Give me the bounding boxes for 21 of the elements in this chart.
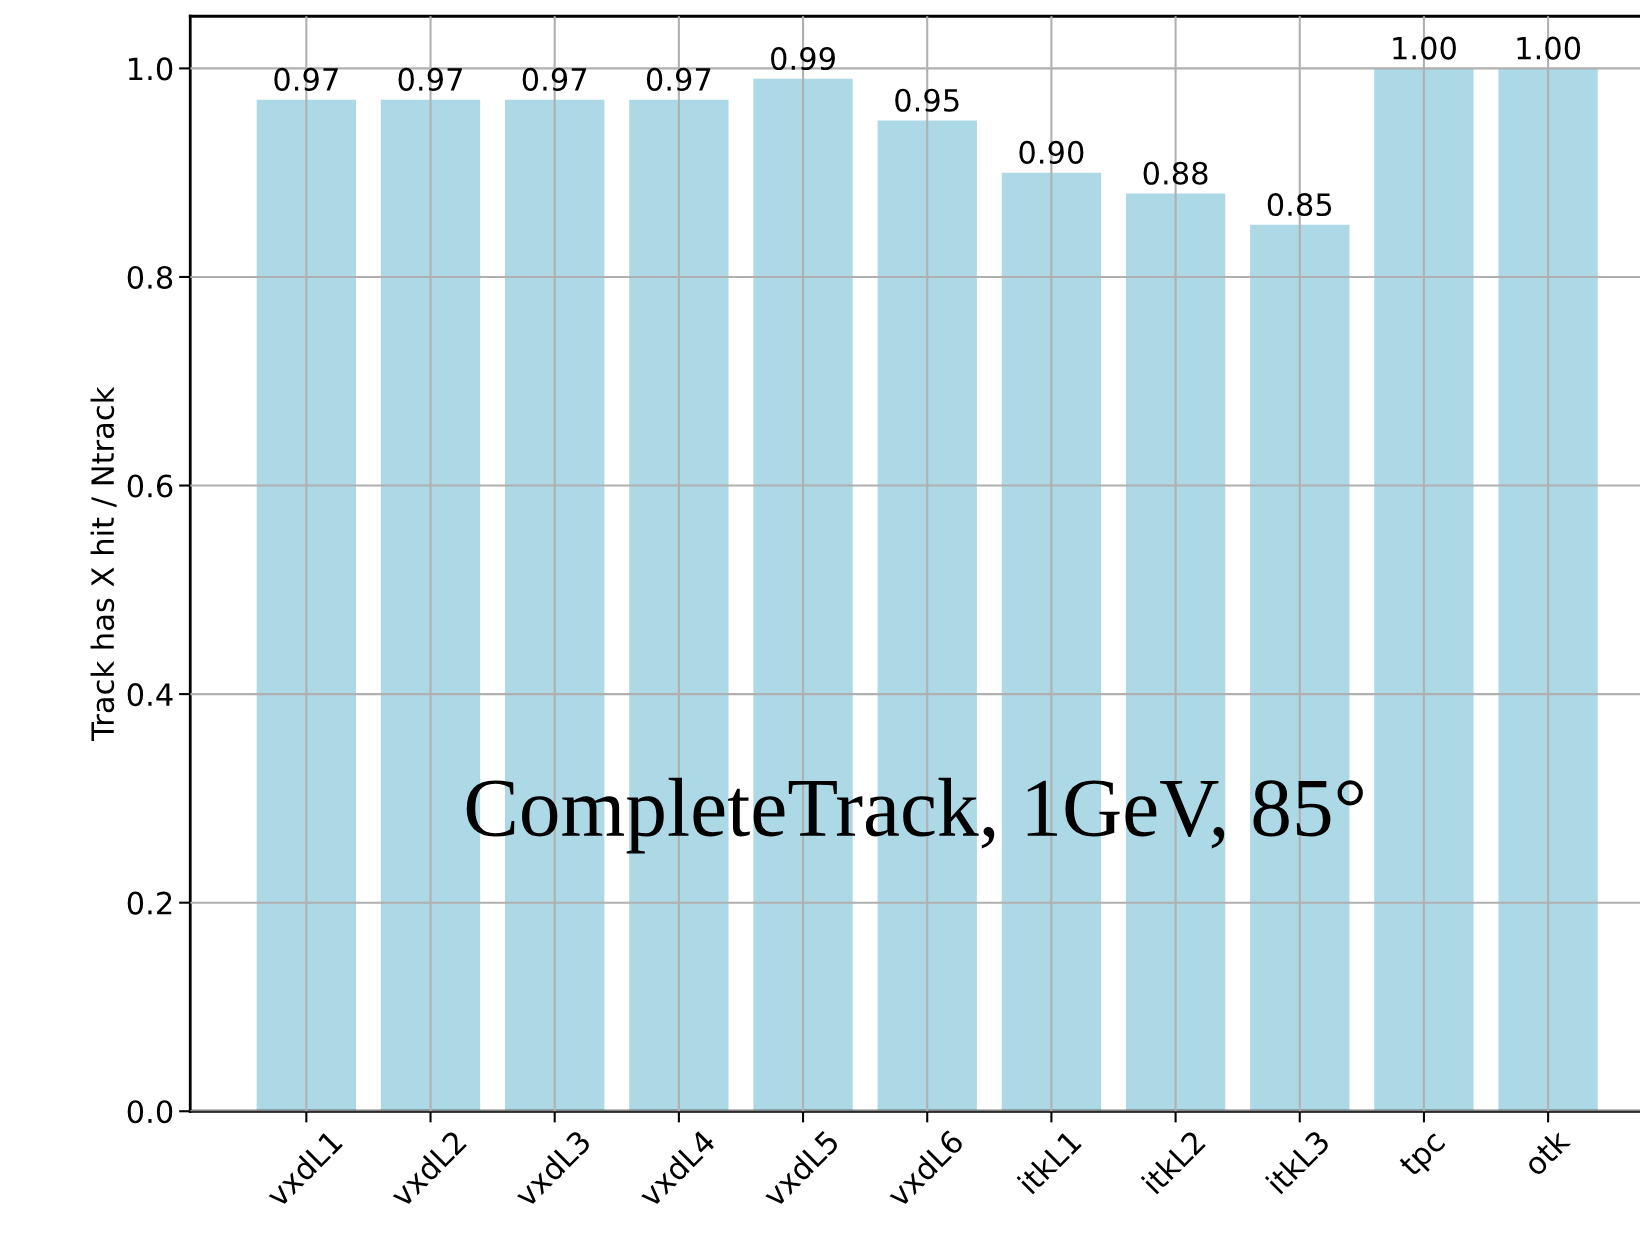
annotation: CompleteTrack, 1GeV, 85°	[466, 777, 1363, 854]
y-tick-label: 1.0	[129, 57, 173, 81]
data-label: 0.97	[398, 67, 462, 91]
y-tick-label: 0.4	[127, 683, 173, 707]
data-label: 1.00	[1517, 36, 1581, 60]
data-label: 0.99	[771, 47, 835, 71]
data-label: 1.00	[1393, 36, 1456, 60]
x-tick-label: otk	[1521, 1127, 1572, 1177]
y-tick-label: 0.2	[127, 891, 172, 915]
y-tick-label: 0.8	[127, 265, 173, 290]
data-label: 0.85	[1267, 193, 1332, 217]
data-label: 0.88	[1143, 161, 1208, 185]
data-label: 0.95	[895, 88, 959, 112]
y-tick-label: 0.6	[127, 474, 173, 498]
data-label: 0.97	[274, 67, 338, 91]
x-tick-label: tpc	[1398, 1129, 1451, 1182]
data-label: 0.90	[1019, 140, 1084, 164]
y-axis-title: Track has X hit / Ntrack	[90, 386, 117, 741]
data-label: 0.97	[646, 67, 711, 91]
y-tick-label: 0.0	[127, 1100, 173, 1124]
data-label: 0.97	[522, 67, 587, 91]
